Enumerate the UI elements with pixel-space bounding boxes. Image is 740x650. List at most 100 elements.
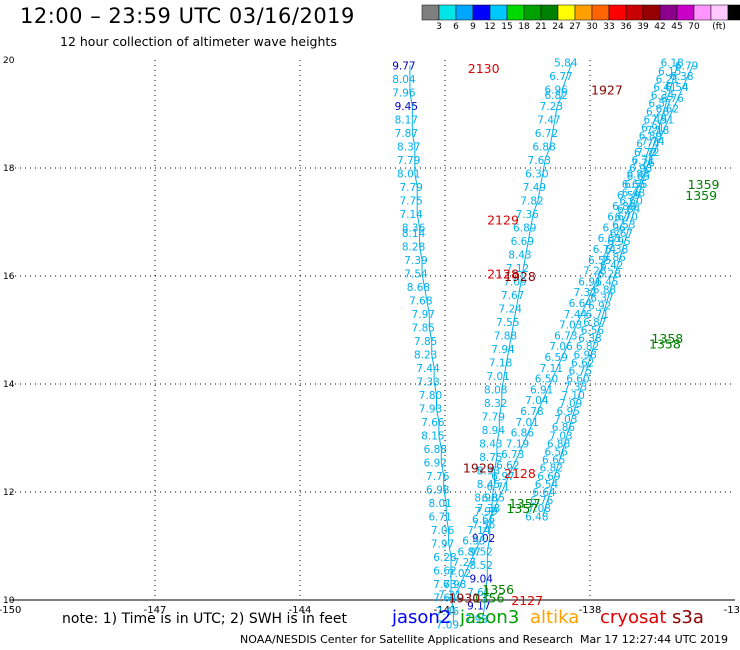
wave-height-label: 6.65 <box>472 514 495 526</box>
wave-height-label: 6.88 <box>532 141 555 153</box>
page-title: 12:00 – 23:59 UTC 03/16/2019 <box>20 4 355 28</box>
wave-height-label: 8.01 <box>397 168 420 180</box>
wave-height-label: 6.86 <box>511 428 535 440</box>
wave-height-label: 7.75 <box>399 195 422 207</box>
wave-height-label: 7.87 <box>395 128 418 140</box>
wave-height-label: 8.68 <box>407 282 430 294</box>
wave-height-label: 6.71 <box>428 511 451 523</box>
wave-height-label: 8.75 <box>479 452 502 464</box>
wave-height-label: 6.73 <box>554 330 577 342</box>
wave-height-label: 7.56 <box>472 519 496 531</box>
wave-height-label: 6.63 <box>598 233 621 245</box>
wave-height-label: 6.45 <box>595 276 618 288</box>
wave-height-label: 7.02 <box>448 568 471 580</box>
wave-height-label: 7.82 <box>520 195 543 207</box>
colorbar-label: 45 <box>671 22 683 32</box>
colorbar-swatch <box>455 4 474 21</box>
wave-height-label: 6.91 <box>641 123 664 135</box>
y-tick-label: 18 <box>3 164 15 174</box>
wave-height-label: 7.88 <box>494 330 517 342</box>
track-line-jason3 <box>481 62 573 619</box>
wave-height-label: 7.12 <box>506 263 529 275</box>
wave-height-label: 8.52 <box>470 560 493 572</box>
wave-height-label: 6.30 <box>525 168 548 180</box>
wave-height-label: 6.60 <box>619 195 642 207</box>
colorbar-label: 39 <box>637 22 649 32</box>
y-tick-label: 10 <box>3 596 15 606</box>
wave-height-label: 6.55 <box>588 255 611 267</box>
wave-height-label: 7.61 <box>467 587 490 599</box>
wave-height-label: 8.17 <box>395 114 418 126</box>
colorbar-swatch <box>625 4 644 21</box>
pass-time-label: 1927 <box>591 83 623 98</box>
pass-time-label: 1358 <box>649 337 681 352</box>
colorbar-swatch <box>523 4 542 21</box>
wave-height-label: 6.86 <box>552 422 576 434</box>
wave-height-label: 7.03 <box>554 414 577 426</box>
wave-height-label: 7.94 <box>491 344 515 356</box>
wave-height-label: 6.91 <box>578 276 601 288</box>
wave-height-label: 7.01 <box>486 371 509 383</box>
colorbar-label: 12 <box>484 22 496 32</box>
wave-height-label: 8.32 <box>484 398 507 410</box>
wave-height-label: 6.79 <box>675 60 698 72</box>
legend-s3a: s3a <box>672 607 704 628</box>
pass-time-label: 2128 <box>504 466 536 481</box>
wave-height-label: 9.17 <box>467 600 490 612</box>
colorbar-swatch <box>642 4 661 21</box>
wave-height-label: 8.36 <box>402 222 426 234</box>
wave-height-label: 7.24 <box>499 303 523 315</box>
wave-height-label: 8.37 <box>397 141 420 153</box>
wave-height-label: 6.91 <box>530 384 553 396</box>
colorbar-swatch <box>608 4 627 21</box>
wave-height-label: 7.09 <box>436 619 459 631</box>
wave-height-label: 6.18 <box>660 58 683 70</box>
wave-height-label: 6.38 <box>578 333 601 345</box>
wave-height-label: 7.28 <box>583 266 606 278</box>
wave-height-label: 8.98 <box>474 492 497 504</box>
wave-height-label: 6.96 <box>544 85 568 97</box>
wave-height-label: 7.10 <box>561 390 584 402</box>
wave-height-label: 7.54 <box>404 268 428 280</box>
wave-height-label: 6.89 <box>513 222 536 234</box>
wave-height-label: 7.32 <box>573 287 596 299</box>
pass-time-label: 2127 <box>511 593 543 608</box>
colorbar-swatch <box>421 4 440 21</box>
wave-height-label: 6.49 <box>644 114 667 126</box>
wave-height-label: 6.62 <box>496 460 519 472</box>
wave-height-label: 6.93 <box>462 536 485 548</box>
legend-jason2: jason2 <box>392 607 452 628</box>
wave-height-label: 6.28 <box>598 268 621 280</box>
wave-height-label: 6.37 <box>590 293 613 305</box>
wave-height-label: 7.93 <box>419 403 442 415</box>
x-tick-label: -141 <box>434 605 457 616</box>
wave-height-label: 6.95 <box>607 236 630 248</box>
wave-height-label: 7.80 <box>419 390 442 402</box>
wave-height-label: 7.36 <box>515 209 539 221</box>
wave-height-label: 6.66 <box>622 179 646 191</box>
wave-height-label: 8.43 <box>479 438 502 450</box>
wave-height-label: 6.67 <box>607 212 630 224</box>
wave-height-label: 7.85 <box>414 336 437 348</box>
wave-height-label: 7.06 <box>431 525 455 537</box>
wave-height-label: 6.62 <box>571 357 594 369</box>
wave-height-label: 7.64 <box>433 592 457 604</box>
wave-height-label: 6.28 <box>433 552 456 564</box>
colorbar-label: 42 <box>654 22 666 32</box>
wave-height-label: 7.04 <box>525 395 549 407</box>
wave-height-label: 6.21 <box>656 74 679 86</box>
wave-height-label: 8.45 <box>477 479 500 491</box>
wave-height-label: 6.72 <box>535 128 558 140</box>
wave-height-label: 6.56 <box>581 325 605 337</box>
wave-height-label: 6.82 <box>540 463 563 475</box>
wave-height-label: 7.76 <box>426 471 450 483</box>
colorbar-label: 9 <box>470 22 476 32</box>
colorbar-swatch <box>693 4 712 21</box>
wave-height-label: 6.98 <box>443 579 466 591</box>
pass-time-label: 1359 <box>685 188 717 203</box>
wave-height-label: 6.85 <box>482 492 505 504</box>
wave-height-label: 7.85 <box>412 322 435 334</box>
colorbar-swatch <box>472 4 491 21</box>
wave-height-label: 7.79 <box>397 155 420 167</box>
wave-height-label: 6.88 <box>547 438 570 450</box>
